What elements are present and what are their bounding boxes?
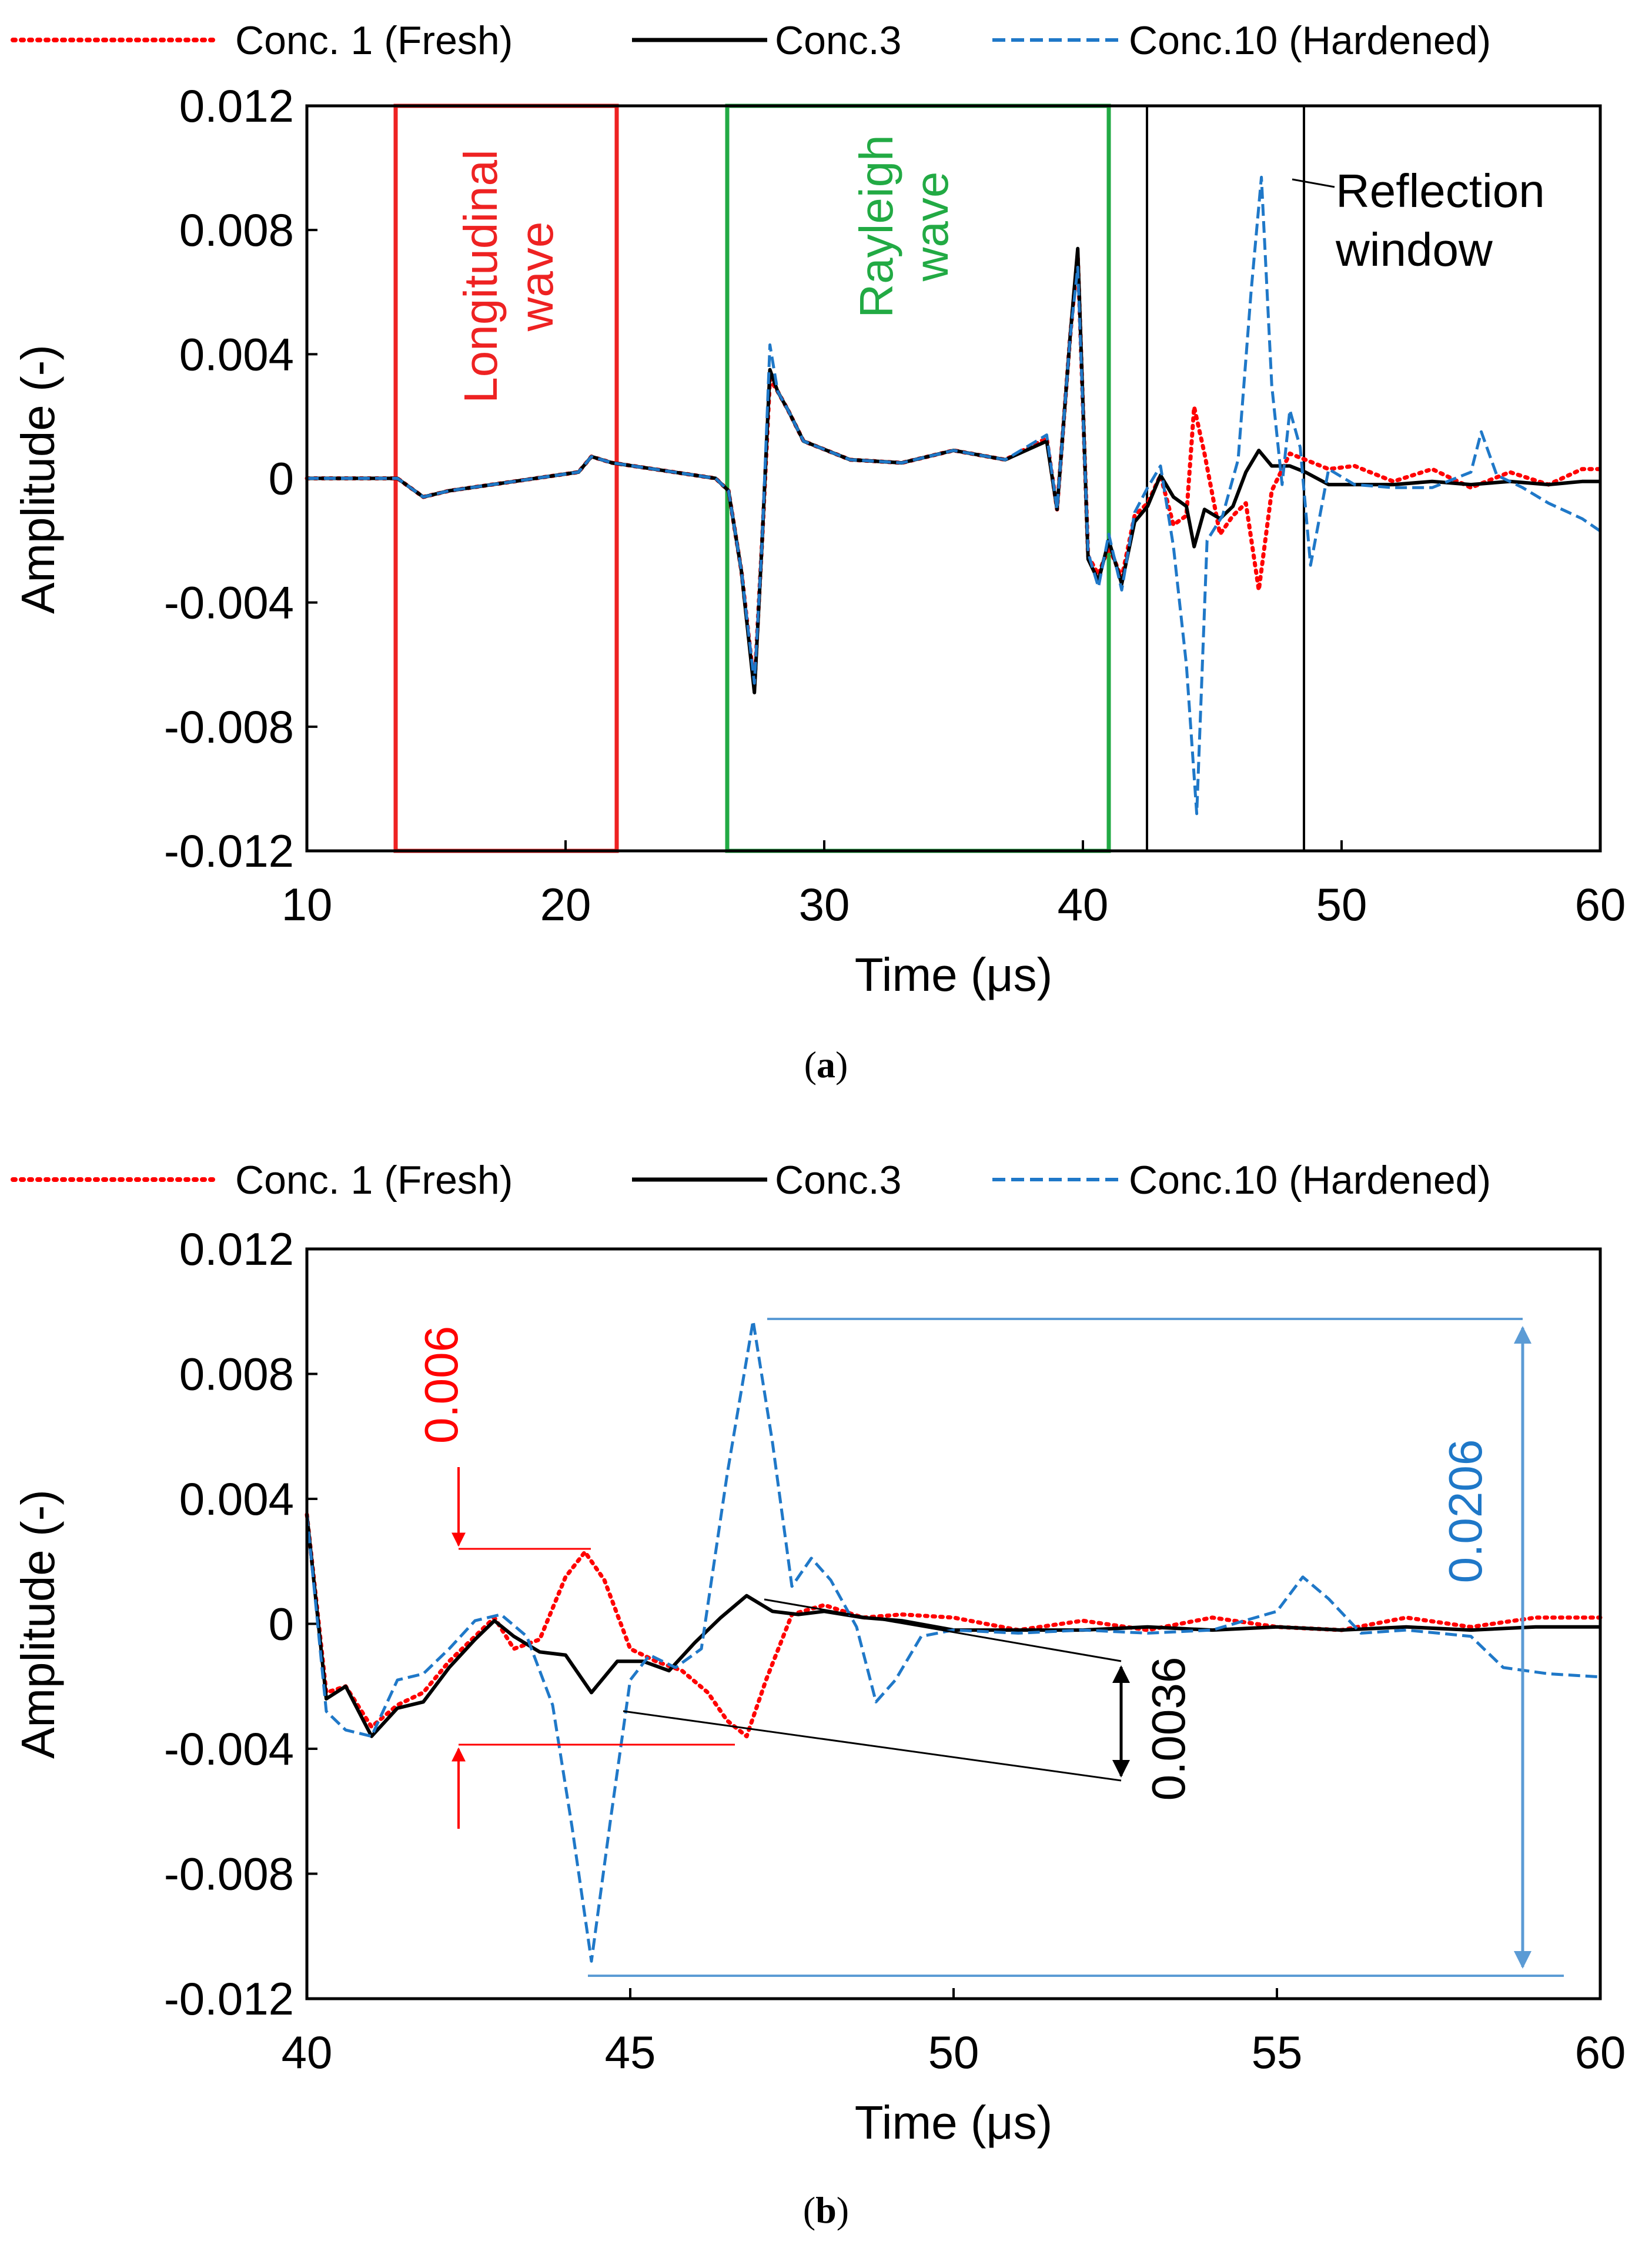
y-axis-title-a: Amplitude (-) [12, 345, 64, 614]
legend-a-fresh-label: Conc. 1 (Fresh) [235, 18, 513, 63]
x-tick-label-a-5: 60 [1575, 879, 1626, 930]
conc3-range-label: 0.0036 [1142, 1657, 1195, 1801]
x-tick-label-a-0: 10 [282, 879, 333, 930]
hardened-range-label: 0.0206 [1439, 1439, 1492, 1584]
panel-label-a: (a) [804, 1044, 848, 1085]
longitudinal-region-label-2: wave [510, 222, 563, 332]
x-tick-label-a-4: 50 [1316, 879, 1367, 930]
legend-a-hardened-label: Conc.10 (Hardened) [1129, 18, 1491, 63]
x-tick-label-b-0: 40 [282, 2026, 333, 2078]
y-tick-label-b-3: 0 [269, 1598, 294, 1650]
y-tick-label-a-5: -0.008 [164, 701, 294, 753]
y-tick-label-a-1: 0.008 [179, 204, 294, 256]
x-tick-label-a-3: 40 [1058, 879, 1109, 930]
x-axis-title-b: Time (μs) [855, 2096, 1052, 2149]
x-tick-label-a-2: 30 [799, 879, 850, 930]
legend-a: Conc. 1 (Fresh) Conc.3 Conc.10 (Hardened… [11, 18, 1491, 63]
y-tick-label-b-1: 0.008 [179, 1348, 294, 1400]
y-axis-title-b: Amplitude (-) [12, 1489, 64, 1759]
plot-frame-a [305, 104, 1602, 853]
series-line-b-conc3 [305, 1514, 1600, 1738]
x-tick-label-a-1: 20 [540, 879, 591, 930]
x-tick-label-b-4: 60 [1575, 2026, 1626, 2078]
y-tick-label-b-6: -0.012 [164, 1973, 294, 2025]
reflection-region-label-1: Reflection [1336, 165, 1545, 217]
annotations-b: 0.006 0.0036 0.0206 [415, 1318, 1564, 1977]
series-line-b-hardened [305, 1319, 1601, 1963]
longitudinal-region-label-1: Longitudinal [454, 149, 507, 403]
y-tick-label-b-2: 0.004 [179, 1473, 294, 1525]
conc3-bottom-leader [623, 1710, 1122, 1782]
panel-a: Conc. 1 (Fresh) Conc.3 Conc.10 (Hardened… [11, 18, 1626, 1085]
panel-label-b: (b) [803, 2189, 849, 2231]
y-tick-label-a-6: -0.012 [164, 825, 294, 877]
legend-b-hardened-label: Conc.10 (Hardened) [1129, 1158, 1491, 1203]
reflection-region-leader [1292, 178, 1335, 188]
reflection-region-label-2: window [1335, 223, 1493, 276]
x-axis-title-a: Time (μs) [855, 948, 1052, 1001]
series-line-b-fresh [305, 1512, 1603, 1739]
panel-b: Conc. 1 (Fresh) Conc.3 Conc.10 (Hardened… [11, 1158, 1626, 2231]
legend-a-conc3-label: Conc.3 [775, 18, 901, 63]
rayleigh-region-label-2: wave [905, 172, 958, 282]
x-tick-label-b-1: 45 [605, 2026, 656, 2078]
legend-b: Conc. 1 (Fresh) Conc.3 Conc.10 (Hardened… [11, 1158, 1491, 1203]
plot-frame-b [305, 1247, 1602, 2000]
x-tick-label-b-2: 50 [928, 2026, 979, 2078]
y-tick-label-a-2: 0.004 [179, 328, 294, 380]
legend-b-conc3-label: Conc.3 [775, 1158, 901, 1203]
regions-a: Longitudinal wave Rayleigh wave Reflecti… [393, 103, 1545, 853]
panel-label-a-letter: a [817, 1044, 835, 1085]
rayleigh-region-label-1: Rayleigh [850, 135, 902, 318]
series-line-a-hardened [307, 175, 1601, 816]
y-tick-label-b-4: -0.004 [164, 1723, 294, 1775]
y-tick-label-b-5: -0.008 [164, 1848, 294, 1900]
x-tick-label-b-3: 55 [1252, 2026, 1303, 2078]
y-tick-label-a-0: 0.012 [179, 80, 294, 132]
y-tick-label-a-4: -0.004 [164, 577, 294, 629]
panel-label-b-letter: b [815, 2189, 837, 2231]
conc3-top-leader [764, 1598, 1122, 1662]
series-a [305, 175, 1603, 816]
y-tick-label-a-3: 0 [269, 453, 294, 505]
legend-b-fresh-label: Conc. 1 (Fresh) [235, 1158, 513, 1203]
y-tick-label-b-0: 0.012 [179, 1223, 294, 1275]
fresh-range-label: 0.006 [415, 1326, 467, 1444]
series-b [305, 1319, 1603, 1963]
